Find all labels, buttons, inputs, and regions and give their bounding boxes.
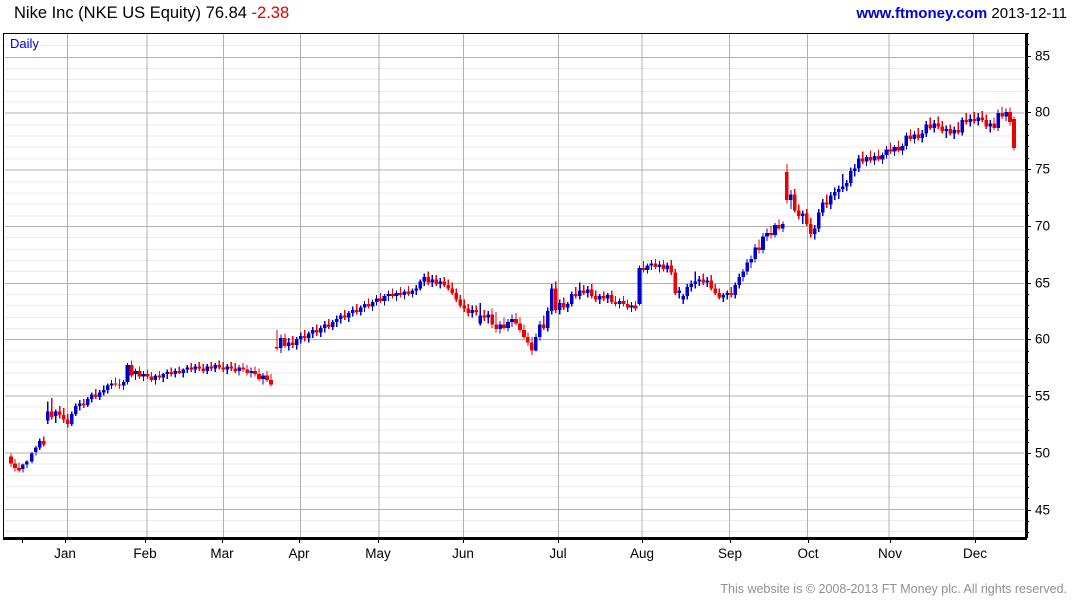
y-tick-minor [1026,442,1029,443]
brand-block: www.ftmoney.com 2013-12-11 [856,5,1067,22]
y-tick-minor [1026,271,1029,272]
x-axis-tick-label: May [365,546,391,561]
y-tick-minor [1026,464,1029,465]
y-tick-minor [1026,124,1029,125]
y-tick-minor [1026,305,1029,306]
y-tick-major [1026,112,1031,113]
y-tick-minor [1026,101,1029,102]
y-tick-minor [1026,532,1029,533]
x-tick-mark [145,538,146,543]
instrument-title: Nike Inc (NKE US Equity) 76.84 -2.38 [14,4,289,23]
x-tick-mark [890,538,891,543]
y-tick-minor [1026,203,1029,204]
y-tick-minor [1026,362,1029,363]
y-tick-minor [1026,498,1029,499]
chart-date: 2013-12-11 [991,5,1067,22]
x-axis-tick-label: Jun [452,546,474,561]
x-tick-mark [299,538,300,543]
x-tick-mark [730,538,731,543]
candlestick-series [9,106,1016,473]
y-tick-minor [1026,237,1029,238]
x-tick-mark [22,538,23,543]
y-tick-major [1026,169,1031,170]
y-tick-major [1026,283,1031,284]
x-axis-line [3,538,1027,540]
last-price: 76.84 [205,4,247,22]
x-tick-mark [65,538,66,543]
x-axis-tick-label: Feb [133,546,157,561]
x-tick-mark [463,538,464,543]
y-tick-minor [1026,78,1029,79]
y-tick-minor [1026,294,1029,295]
y-tick-minor [1026,158,1029,159]
x-axis-tick-label: Aug [629,546,655,561]
site-url-link[interactable]: www.ftmoney.com [856,5,988,22]
y-axis-line [1026,33,1028,538]
y-tick-minor [1026,351,1029,352]
y-axis-tick-label: 60 [1035,331,1051,347]
price-change: -2.38 [251,4,290,22]
y-tick-minor [1026,419,1029,420]
y-axis: 45 50 55 60 65 70 75 80 85 [1026,33,1075,538]
y-tick-minor [1026,430,1029,431]
chart-header: Nike Inc (NKE US Equity) 76.84 -2.38 www… [0,0,1075,32]
y-tick-minor [1026,192,1029,193]
x-axis-tick-label: Jul [549,546,567,561]
x-axis: Jan Feb Mar Apr May Jun Jul Aug Sep Oct Nov Dec [0,538,1075,566]
y-axis-tick-label: 55 [1035,388,1051,404]
y-axis-tick-label: 45 [1035,502,1051,518]
chart-plot-area[interactable]: Daily [3,33,1026,538]
y-axis-tick-label: 85 [1035,48,1051,64]
y-tick-major [1026,339,1031,340]
x-tick-mark [378,538,379,543]
copyright-footer: This website is © 2008-2013 FT Money plc… [720,582,1067,596]
x-tick-mark [222,538,223,543]
y-tick-minor [1026,328,1029,329]
y-tick-minor [1026,373,1029,374]
y-tick-major [1026,453,1031,454]
y-tick-major [1026,510,1031,511]
y-tick-minor [1026,181,1029,182]
frequency-label: Daily [10,36,39,51]
x-axis-tick-label: Jan [54,546,76,561]
y-tick-minor [1026,146,1029,147]
y-tick-minor [1026,215,1029,216]
x-axis-tick-label: Oct [797,546,819,561]
y-tick-major [1026,396,1031,397]
y-axis-tick-label: 75 [1035,161,1051,177]
x-tick-mark [808,538,809,543]
y-tick-minor [1026,67,1029,68]
y-tick-minor [1026,385,1029,386]
y-axis-tick-label: 80 [1035,104,1051,120]
x-axis-tick-label: Mar [210,546,234,561]
y-tick-minor [1026,317,1029,318]
y-tick-minor [1026,260,1029,261]
y-tick-minor [1026,249,1029,250]
y-tick-minor [1026,135,1029,136]
y-tick-minor [1026,521,1029,522]
y-tick-major [1026,226,1031,227]
x-axis-tick-label: Apr [288,546,310,561]
x-axis-tick-label: Dec [962,546,988,561]
y-axis-tick-label: 70 [1035,218,1051,234]
y-tick-minor [1026,90,1029,91]
x-axis-tick-label: Nov [877,546,903,561]
y-tick-minor [1026,487,1029,488]
x-tick-mark [558,538,559,543]
y-axis-tick-label: 65 [1035,275,1051,291]
x-axis-tick-label: Sep [717,546,743,561]
y-tick-minor [1026,407,1029,408]
instrument-name: Nike Inc (NKE US Equity) [14,4,202,22]
y-tick-major [1026,56,1031,57]
x-tick-mark [975,538,976,543]
y-tick-minor [1026,44,1029,45]
y-tick-minor [1026,33,1029,34]
y-tick-minor [1026,476,1029,477]
x-tick-mark [642,538,643,543]
y-axis-tick-label: 50 [1035,445,1051,461]
